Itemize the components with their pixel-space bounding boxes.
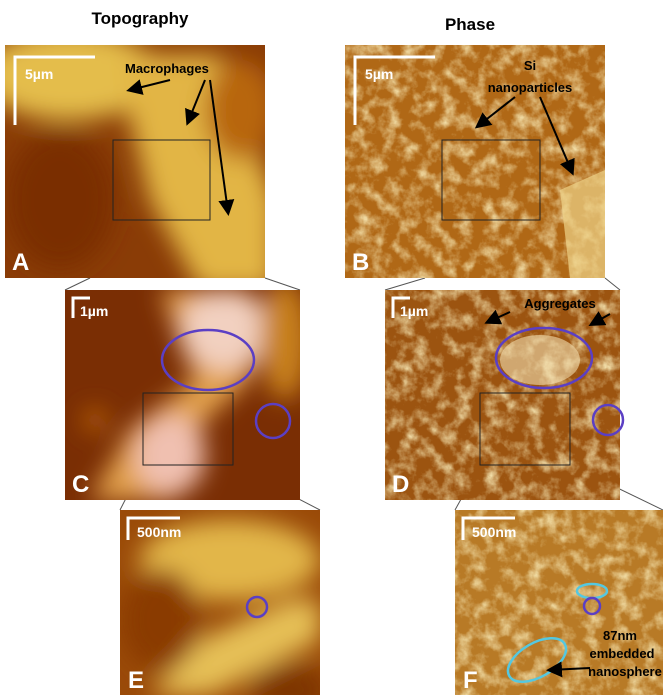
scale-label: 500nm xyxy=(137,524,181,540)
column-title: Topography xyxy=(92,9,189,28)
scale-label: 500nm xyxy=(472,524,516,540)
annotation: embedded xyxy=(589,646,654,661)
panel-label: D xyxy=(392,471,409,498)
panel-label: E xyxy=(128,667,144,694)
panel-label: F xyxy=(463,667,478,694)
annotation: Macrophages xyxy=(125,61,209,76)
panel-d: 1µm D Aggregates xyxy=(385,290,623,500)
panel-c: 1µm C xyxy=(65,280,310,500)
panel-e: 500nm E xyxy=(120,510,330,695)
scale-label: 1µm xyxy=(400,303,428,319)
panel-b: 5µm B Si nanoparticles xyxy=(345,45,605,278)
panel-a: 5µm A Macrophages xyxy=(0,30,275,290)
annotation: 87nm xyxy=(603,628,637,643)
annotation: Aggregates xyxy=(524,296,596,311)
scale-label: 1µm xyxy=(80,303,108,319)
scale-label: 5µm xyxy=(365,66,393,82)
annotation: nanosphere xyxy=(588,664,662,679)
annotation: Si xyxy=(524,58,536,73)
scale-label: 5µm xyxy=(25,66,53,82)
figure: Topography Phase 5µm A Macrophages 5µm B… xyxy=(0,0,663,695)
panel-f: 500nm F 87nm embedded nanosphere xyxy=(455,510,663,695)
column-title: Phase xyxy=(445,15,495,34)
panel-label: A xyxy=(12,249,29,276)
annotation: nanoparticles xyxy=(488,80,573,95)
panel-label: C xyxy=(72,471,89,498)
panel-label: B xyxy=(352,249,369,276)
